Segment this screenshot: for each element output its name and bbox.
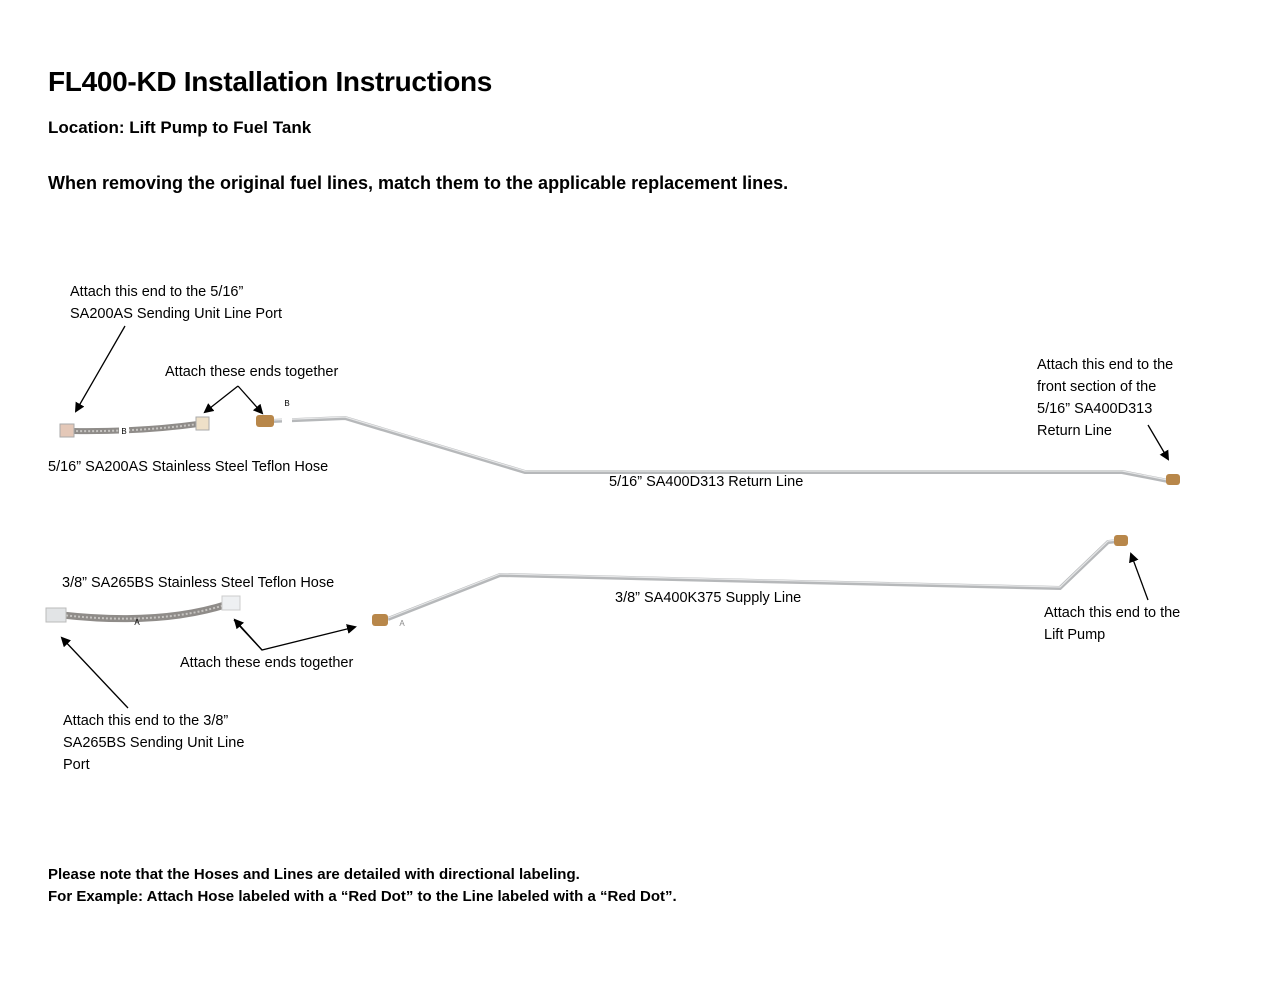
top-together-label: Attach these ends together xyxy=(165,364,339,380)
lift-pump-end-label: Attach this end to the Lift Pump xyxy=(1044,605,1181,643)
hose-tag: B xyxy=(121,427,126,436)
return-line-name: 5/16” SA400D313 Return Line xyxy=(609,474,804,490)
hose-tag: A xyxy=(134,618,140,627)
bottom-together-label: Attach these ends together xyxy=(180,655,354,671)
return-line: B xyxy=(256,399,1180,485)
return-end-label: Attach this end to the front section of t… xyxy=(1037,357,1174,439)
bottom-hose-end-label: Attach this end to the 3/8” SA265BS Sendi… xyxy=(63,713,245,773)
directional-note: Please note that the Hoses and Lines are… xyxy=(48,866,677,905)
top-hose: B xyxy=(59,416,210,438)
instruction-heading: When removing the original fuel lines, m… xyxy=(48,173,789,193)
bottom-hose-name: 3/8” SA265BS Stainless Steel Teflon Hose xyxy=(62,575,335,591)
line-tag: B xyxy=(284,399,289,408)
bottom-hose: A xyxy=(45,595,241,627)
supply-line-name: 3/8” SA400K375 Supply Line xyxy=(615,590,802,606)
top-hose-end-label: Attach this end to the 5/16” SA200AS Send… xyxy=(70,284,282,322)
location-heading: Location: Lift Pump to Fuel Tank xyxy=(48,118,312,137)
arrows xyxy=(60,325,1170,709)
line-tag: A xyxy=(399,619,405,628)
supply-line: A xyxy=(372,535,1128,628)
page-title: FL400-KD Installation Instructions xyxy=(48,66,493,97)
top-hose-name: 5/16” SA200AS Stainless Steel Teflon Hos… xyxy=(48,459,329,475)
